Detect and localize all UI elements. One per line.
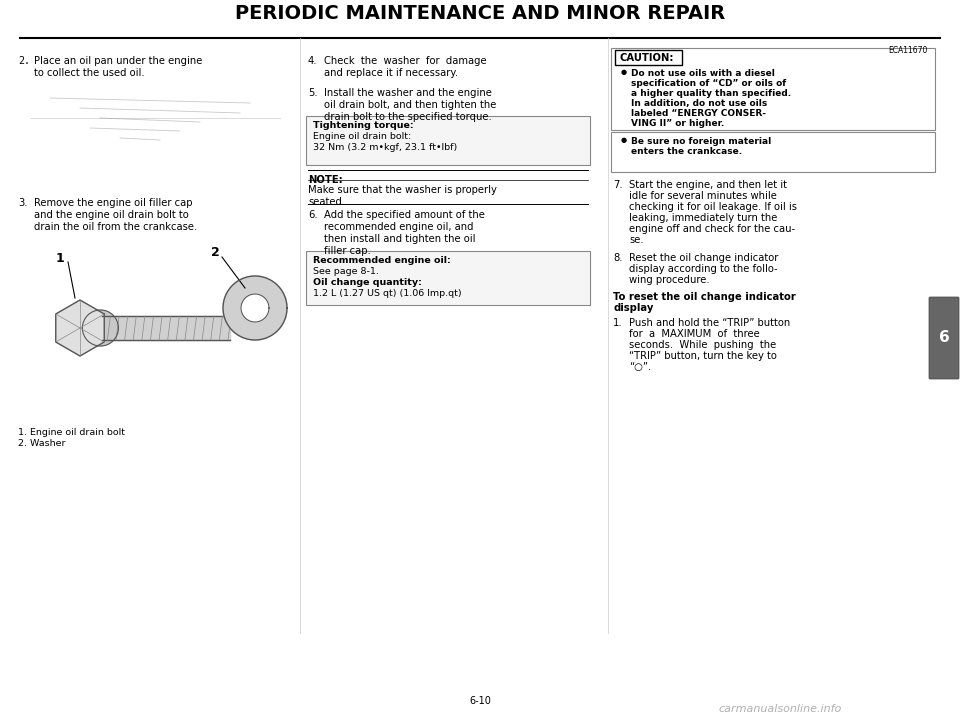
Text: In addition, do not use oils: In addition, do not use oils	[631, 99, 767, 108]
Text: for  a  MAXIMUM  of  three: for a MAXIMUM of three	[629, 329, 759, 339]
Text: specification of “CD” or oils of: specification of “CD” or oils of	[631, 79, 786, 88]
Text: 5.: 5.	[308, 88, 318, 98]
Polygon shape	[223, 276, 287, 340]
Polygon shape	[241, 294, 269, 322]
Circle shape	[83, 310, 118, 346]
FancyBboxPatch shape	[929, 297, 959, 379]
Text: seconds.  While  pushing  the: seconds. While pushing the	[629, 340, 777, 350]
Text: To reset the oil change indicator: To reset the oil change indicator	[613, 292, 796, 302]
Text: Recommended engine oil:: Recommended engine oil:	[313, 256, 451, 265]
Text: 1.: 1.	[613, 318, 623, 328]
Text: 1: 1	[56, 251, 64, 264]
Text: PERIODIC MAINTENANCE AND MINOR REPAIR: PERIODIC MAINTENANCE AND MINOR REPAIR	[235, 4, 725, 23]
FancyBboxPatch shape	[611, 132, 935, 172]
Text: labeled “ENERGY CONSER-: labeled “ENERGY CONSER-	[631, 109, 766, 118]
Text: See page 8-1.: See page 8-1.	[313, 267, 379, 276]
Text: 6-10: 6-10	[469, 696, 491, 706]
FancyBboxPatch shape	[18, 238, 288, 418]
Polygon shape	[56, 300, 105, 356]
Text: ECA11670: ECA11670	[889, 46, 928, 55]
Text: NOTE:: NOTE:	[308, 175, 343, 185]
Text: ●: ●	[621, 137, 627, 143]
Text: 7.: 7.	[613, 180, 623, 190]
Text: 32 Nm (3.2 m•kgf, 23.1 ft•lbf): 32 Nm (3.2 m•kgf, 23.1 ft•lbf)	[313, 143, 457, 152]
Text: Make sure that the washer is properly: Make sure that the washer is properly	[308, 185, 497, 195]
Text: engine off and check for the cau-: engine off and check for the cau-	[629, 224, 795, 234]
Text: filler cap.: filler cap.	[324, 246, 371, 256]
Text: 8.: 8.	[613, 253, 622, 263]
Text: 1.2 L (1.27 US qt) (1.06 lmp.qt): 1.2 L (1.27 US qt) (1.06 lmp.qt)	[313, 289, 462, 298]
Text: oil drain bolt, and then tighten the: oil drain bolt, and then tighten the	[324, 100, 496, 110]
Text: seated.: seated.	[308, 197, 346, 207]
Text: Tightening torque:: Tightening torque:	[313, 121, 414, 130]
Text: Check  the  washer  for  damage: Check the washer for damage	[324, 56, 487, 66]
Text: then install and tighten the oil: then install and tighten the oil	[324, 234, 475, 244]
Text: Place an oil pan under the engine: Place an oil pan under the engine	[34, 56, 203, 66]
Text: 3.: 3.	[18, 198, 28, 208]
Text: “TRIP” button, turn the key to: “TRIP” button, turn the key to	[629, 351, 777, 361]
Text: drain the oil from the crankcase.: drain the oil from the crankcase.	[34, 222, 197, 232]
Text: 1. Engine oil drain bolt: 1. Engine oil drain bolt	[18, 428, 125, 437]
FancyBboxPatch shape	[615, 50, 682, 65]
Text: 2: 2	[210, 246, 220, 259]
Text: a higher quality than specified.: a higher quality than specified.	[631, 89, 791, 98]
FancyBboxPatch shape	[306, 251, 590, 305]
Text: display according to the follo-: display according to the follo-	[629, 264, 778, 274]
Text: idle for several minutes while: idle for several minutes while	[629, 191, 777, 201]
Text: enters the crankcase.: enters the crankcase.	[631, 147, 742, 156]
Text: Be sure no foreign material: Be sure no foreign material	[631, 137, 771, 146]
FancyBboxPatch shape	[306, 116, 590, 165]
Text: 2. Washer: 2. Washer	[18, 439, 65, 448]
Text: checking it for oil leakage. If oil is: checking it for oil leakage. If oil is	[629, 202, 797, 212]
Text: drain bolt to the specified torque.: drain bolt to the specified torque.	[324, 112, 492, 122]
Text: Install the washer and the engine: Install the washer and the engine	[324, 88, 492, 98]
FancyBboxPatch shape	[611, 48, 935, 130]
Text: and the engine oil drain bolt to: and the engine oil drain bolt to	[34, 210, 189, 220]
Text: display: display	[613, 303, 654, 313]
Text: 4.: 4.	[308, 56, 318, 66]
Text: VING II” or higher.: VING II” or higher.	[631, 119, 724, 128]
Text: ●: ●	[621, 69, 627, 75]
FancyBboxPatch shape	[18, 78, 288, 188]
Text: recommended engine oil, and: recommended engine oil, and	[324, 222, 473, 232]
Text: Oil change quantity:: Oil change quantity:	[313, 278, 421, 287]
Text: “○”.: “○”.	[629, 362, 651, 372]
Text: carmanualsonline.info: carmanualsonline.info	[718, 704, 842, 714]
Text: 2.: 2.	[18, 56, 30, 66]
Text: Push and hold the “TRIP” button: Push and hold the “TRIP” button	[629, 318, 790, 328]
Text: wing procedure.: wing procedure.	[629, 275, 709, 285]
Text: Remove the engine oil filler cap: Remove the engine oil filler cap	[34, 198, 193, 208]
Text: Engine oil drain bolt:: Engine oil drain bolt:	[313, 132, 411, 141]
Text: CAUTION:: CAUTION:	[619, 53, 674, 63]
Text: to collect the used oil.: to collect the used oil.	[34, 68, 145, 78]
Text: se.: se.	[629, 235, 643, 245]
Text: leaking, immediately turn the: leaking, immediately turn the	[629, 213, 778, 223]
Text: 6: 6	[939, 330, 949, 345]
Text: Add the specified amount of the: Add the specified amount of the	[324, 210, 485, 220]
Text: and replace it if necessary.: and replace it if necessary.	[324, 68, 458, 78]
Text: Reset the oil change indicator: Reset the oil change indicator	[629, 253, 779, 263]
Text: 6.: 6.	[308, 210, 318, 220]
Text: Start the engine, and then let it: Start the engine, and then let it	[629, 180, 787, 190]
Text: Do not use oils with a diesel: Do not use oils with a diesel	[631, 69, 775, 78]
